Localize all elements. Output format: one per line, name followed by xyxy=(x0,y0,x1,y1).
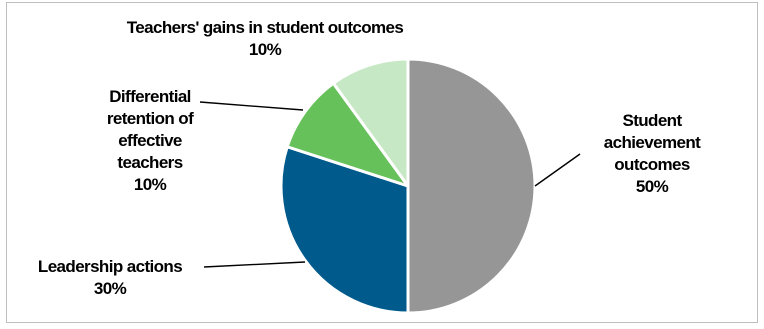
pie-slice-differential-retention-of-effective-teachers xyxy=(285,81,410,188)
slice-label-leadership-actions: Leadership actions 30% xyxy=(38,257,182,298)
slice-label-differential-retention-of-effective-teachers: Differential retention of effective teacher… xyxy=(107,87,194,194)
slice-label-line: Teachers' gains in student outcomes xyxy=(127,18,404,37)
pie-slice-student-achievement-outcomes xyxy=(406,57,537,315)
slice-label-line: Differential xyxy=(109,87,191,106)
slice-label-line: retention of xyxy=(107,109,194,128)
slice-label-line: teachers xyxy=(117,153,182,172)
slice-label-line: Student xyxy=(622,111,682,130)
slice-label-line: effective xyxy=(118,131,182,150)
slice-value-label: 10% xyxy=(249,40,282,59)
slice-labels: Student achievement outcomes 50% Leadership … xyxy=(38,18,702,298)
slice-value-label: 10% xyxy=(134,175,167,194)
leader-lines xyxy=(199,101,581,268)
leader-line-student-achievement-outcomes xyxy=(534,153,581,187)
pie-slice-teachers-gains-in-student-outcomes xyxy=(331,57,410,188)
slice-label-line: outcomes xyxy=(614,155,690,174)
slice-label-student-achievement-outcomes: Student achievement outcomes 50% xyxy=(604,111,701,196)
leader-line-leadership-actions xyxy=(203,261,306,268)
slice-label-line: achievement xyxy=(604,133,701,152)
slice-value-label: 50% xyxy=(636,177,669,196)
pie-slice-leadership-actions xyxy=(279,145,410,315)
leader-line-differential-retention-of-effective-teachers xyxy=(199,101,304,111)
pie-slices xyxy=(279,57,537,315)
slice-label-line: Leadership actions xyxy=(38,257,182,276)
slice-label-teachers-gains-in-student-outcomes: Teachers' gains in student outcomes 10% xyxy=(127,18,404,59)
slice-value-label: 30% xyxy=(94,279,127,298)
